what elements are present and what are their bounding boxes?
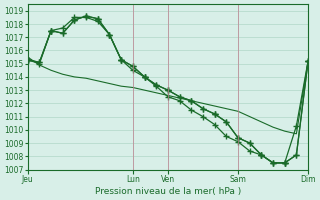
X-axis label: Pression niveau de la mer( hPa ): Pression niveau de la mer( hPa ): [95, 187, 241, 196]
